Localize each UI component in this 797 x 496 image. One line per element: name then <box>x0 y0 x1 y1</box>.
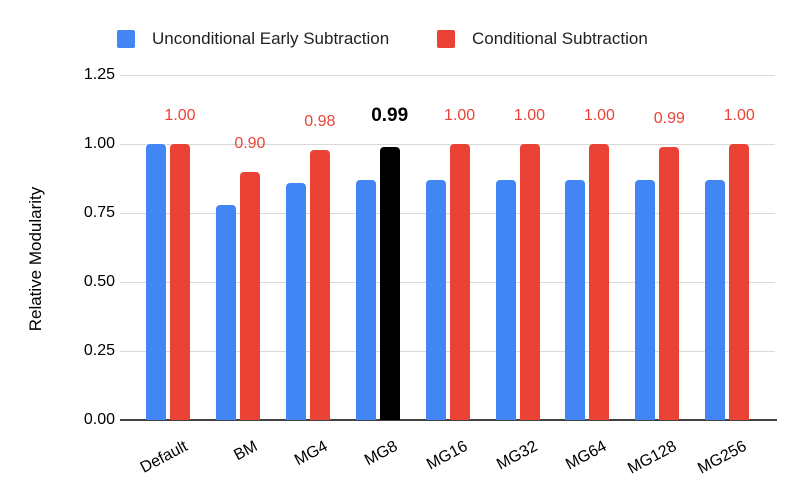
legend-label: Conditional Subtraction <box>472 29 648 48</box>
bar-default-unconditional-early-subtraction <box>146 144 166 420</box>
legend-swatch-icon <box>437 30 455 48</box>
y-tick-label: 0.25 <box>83 342 115 359</box>
y-tick-label: 1.00 <box>83 135 115 152</box>
legend-item-unconditional-early-subtraction: Unconditional Early Subtraction <box>117 30 389 48</box>
bar-mg128-unconditional-early-subtraction <box>635 179 656 420</box>
bar-mg4-unconditional-early-subtraction <box>285 182 306 420</box>
bar-value-label-mg4: 0.98 <box>304 112 336 130</box>
bar-mg32-conditional-subtraction <box>519 144 540 420</box>
bar-bm-unconditional-early-subtraction <box>215 204 236 420</box>
bar-mg64-unconditional-early-subtraction <box>565 179 586 420</box>
bar-mg16-unconditional-early-subtraction <box>425 179 446 420</box>
bar-value-label-mg32: 1.00 <box>513 107 546 124</box>
gridline <box>120 74 775 76</box>
y-axis-title: Relative Modularity <box>26 186 45 332</box>
bar-mg16-conditional-subtraction <box>449 144 470 420</box>
bar-mg256-conditional-subtraction <box>729 144 750 420</box>
bar-mg8-unconditional-early-subtraction <box>355 179 376 420</box>
y-tick-label: 0.50 <box>83 273 115 290</box>
y-tick-label: 1.25 <box>83 66 115 83</box>
bar-mg8-conditional-subtraction <box>379 146 400 420</box>
bar-value-label-bm: 0.90 <box>234 134 266 152</box>
bar-bm-conditional-subtraction <box>239 171 260 420</box>
bar-mg256-unconditional-early-subtraction <box>705 179 726 420</box>
bar-mg128-conditional-subtraction <box>659 146 680 420</box>
bar-default-conditional-subtraction <box>170 144 190 420</box>
gridline <box>120 350 775 352</box>
legend-label: Unconditional Early Subtraction <box>152 29 390 48</box>
y-tick-label: 0.00 <box>83 411 115 428</box>
bar-mg32-unconditional-early-subtraction <box>495 179 516 420</box>
bar-value-label-default: 1.00 <box>164 107 196 124</box>
legend-item-conditional-subtraction: Conditional Subtraction <box>437 30 648 48</box>
bar-value-label-mg64: 1.00 <box>583 107 615 124</box>
bar-mg4-conditional-subtraction <box>309 149 330 420</box>
gridline <box>120 143 775 145</box>
bar-value-label-mg16: 1.00 <box>444 107 476 124</box>
bar-mg64-conditional-subtraction <box>589 144 610 420</box>
bar-value-label-mg256: 1.00 <box>723 107 755 124</box>
legend-swatch-icon <box>117 30 135 48</box>
bar-value-label-mg8: 0.99 <box>371 104 409 126</box>
bar-value-label-mg128: 0.99 <box>653 109 685 127</box>
x-axis-line <box>120 419 777 421</box>
gridline <box>120 212 775 214</box>
gridline <box>120 281 775 283</box>
y-tick-label: 0.75 <box>83 204 115 221</box>
